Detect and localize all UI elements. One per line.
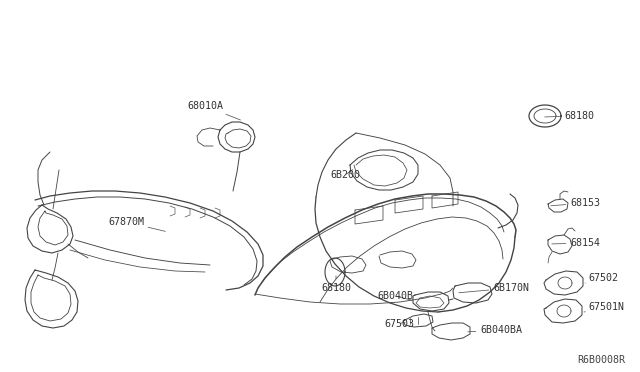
Text: 67503: 67503 xyxy=(384,319,414,329)
Text: 6B200: 6B200 xyxy=(330,170,360,180)
Text: 68010A: 68010A xyxy=(187,101,241,120)
Text: 6B170N: 6B170N xyxy=(459,283,529,293)
Text: 68153: 68153 xyxy=(551,198,600,208)
Text: 6B040BA: 6B040BA xyxy=(468,325,522,335)
Text: 68180: 68180 xyxy=(545,111,594,121)
Text: R6B0008R: R6B0008R xyxy=(577,355,625,365)
Text: 67501N: 67501N xyxy=(584,302,624,312)
Text: 67870M: 67870M xyxy=(108,217,165,231)
Text: 68180: 68180 xyxy=(321,276,351,293)
Text: 6B040B: 6B040B xyxy=(377,291,413,301)
Text: 67502: 67502 xyxy=(585,273,618,283)
Text: 68154: 68154 xyxy=(552,238,600,248)
